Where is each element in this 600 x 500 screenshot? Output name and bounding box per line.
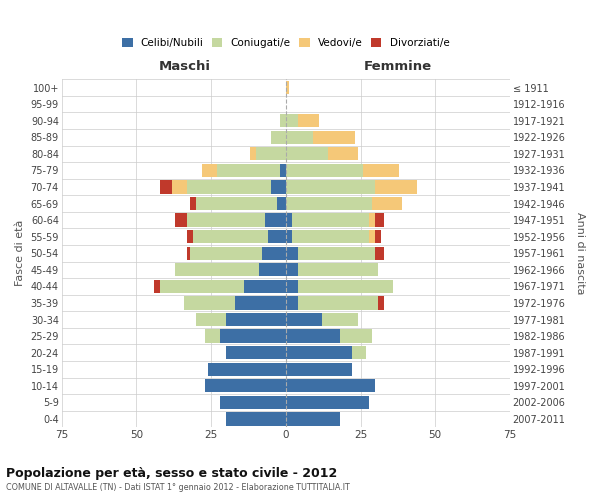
Bar — [205, 379, 286, 392]
Y-axis label: Fasce di età: Fasce di età — [15, 220, 25, 286]
Bar — [187, 230, 193, 243]
Bar — [196, 197, 277, 210]
Bar — [328, 147, 358, 160]
Bar — [154, 280, 160, 293]
Bar — [256, 147, 286, 160]
Bar — [187, 246, 190, 260]
Bar — [292, 230, 370, 243]
Bar — [220, 330, 286, 342]
Bar — [235, 296, 286, 310]
Bar — [190, 197, 196, 210]
Legend: Celibi/Nubili, Coniugati/e, Vedovi/e, Divorziati/e: Celibi/Nubili, Coniugati/e, Vedovi/e, Di… — [122, 38, 449, 48]
Bar — [370, 230, 376, 243]
Bar — [286, 81, 289, 94]
Bar — [259, 263, 286, 276]
Bar — [244, 280, 286, 293]
Bar — [379, 296, 385, 310]
Bar — [322, 313, 358, 326]
Bar — [286, 130, 313, 144]
Text: COMUNE DI ALTAVALLE (TN) - Dati ISTAT 1° gennaio 2012 - Elaborazione TUTTITALIA.: COMUNE DI ALTAVALLE (TN) - Dati ISTAT 1°… — [6, 484, 350, 492]
Bar — [286, 280, 298, 293]
Bar — [298, 246, 376, 260]
Bar — [286, 296, 298, 310]
Bar — [376, 214, 385, 226]
Bar — [286, 330, 340, 342]
Bar — [280, 164, 286, 177]
Bar — [160, 280, 244, 293]
Text: Popolazione per età, sesso e stato civile - 2012: Popolazione per età, sesso e stato civil… — [6, 468, 337, 480]
Bar — [376, 180, 417, 194]
Bar — [286, 346, 352, 360]
Bar — [280, 114, 286, 128]
Bar — [262, 246, 286, 260]
Text: Femmine: Femmine — [364, 60, 432, 72]
Bar — [286, 379, 376, 392]
Bar — [202, 164, 217, 177]
Bar — [286, 214, 292, 226]
Bar — [187, 214, 265, 226]
Bar — [286, 362, 352, 376]
Bar — [376, 230, 382, 243]
Bar — [292, 214, 370, 226]
Bar — [175, 214, 187, 226]
Bar — [268, 230, 286, 243]
Bar — [205, 330, 220, 342]
Bar — [286, 164, 364, 177]
Bar — [298, 114, 319, 128]
Bar — [196, 313, 226, 326]
Bar — [370, 214, 376, 226]
Bar — [376, 246, 385, 260]
Bar — [277, 197, 286, 210]
Bar — [286, 263, 298, 276]
Bar — [226, 313, 286, 326]
Bar — [286, 230, 292, 243]
Bar — [160, 180, 172, 194]
Bar — [217, 164, 280, 177]
Bar — [265, 214, 286, 226]
Bar — [208, 362, 286, 376]
Bar — [172, 180, 187, 194]
Bar — [286, 412, 340, 426]
Bar — [364, 164, 400, 177]
Bar — [226, 346, 286, 360]
Bar — [298, 263, 379, 276]
Bar — [298, 296, 379, 310]
Bar — [373, 197, 403, 210]
Bar — [250, 147, 256, 160]
Y-axis label: Anni di nascita: Anni di nascita — [575, 212, 585, 294]
Bar — [286, 246, 298, 260]
Bar — [187, 180, 271, 194]
Bar — [352, 346, 367, 360]
Bar — [340, 330, 373, 342]
Bar — [271, 130, 286, 144]
Bar — [313, 130, 355, 144]
Bar — [271, 180, 286, 194]
Bar — [286, 114, 298, 128]
Bar — [286, 396, 370, 409]
Bar — [286, 147, 328, 160]
Bar — [175, 263, 259, 276]
Bar — [220, 396, 286, 409]
Bar — [286, 313, 322, 326]
Bar — [298, 280, 394, 293]
Bar — [226, 412, 286, 426]
Bar — [286, 180, 376, 194]
Bar — [184, 296, 235, 310]
Bar — [286, 197, 373, 210]
Bar — [193, 230, 268, 243]
Bar — [190, 246, 262, 260]
Text: Maschi: Maschi — [159, 60, 211, 72]
